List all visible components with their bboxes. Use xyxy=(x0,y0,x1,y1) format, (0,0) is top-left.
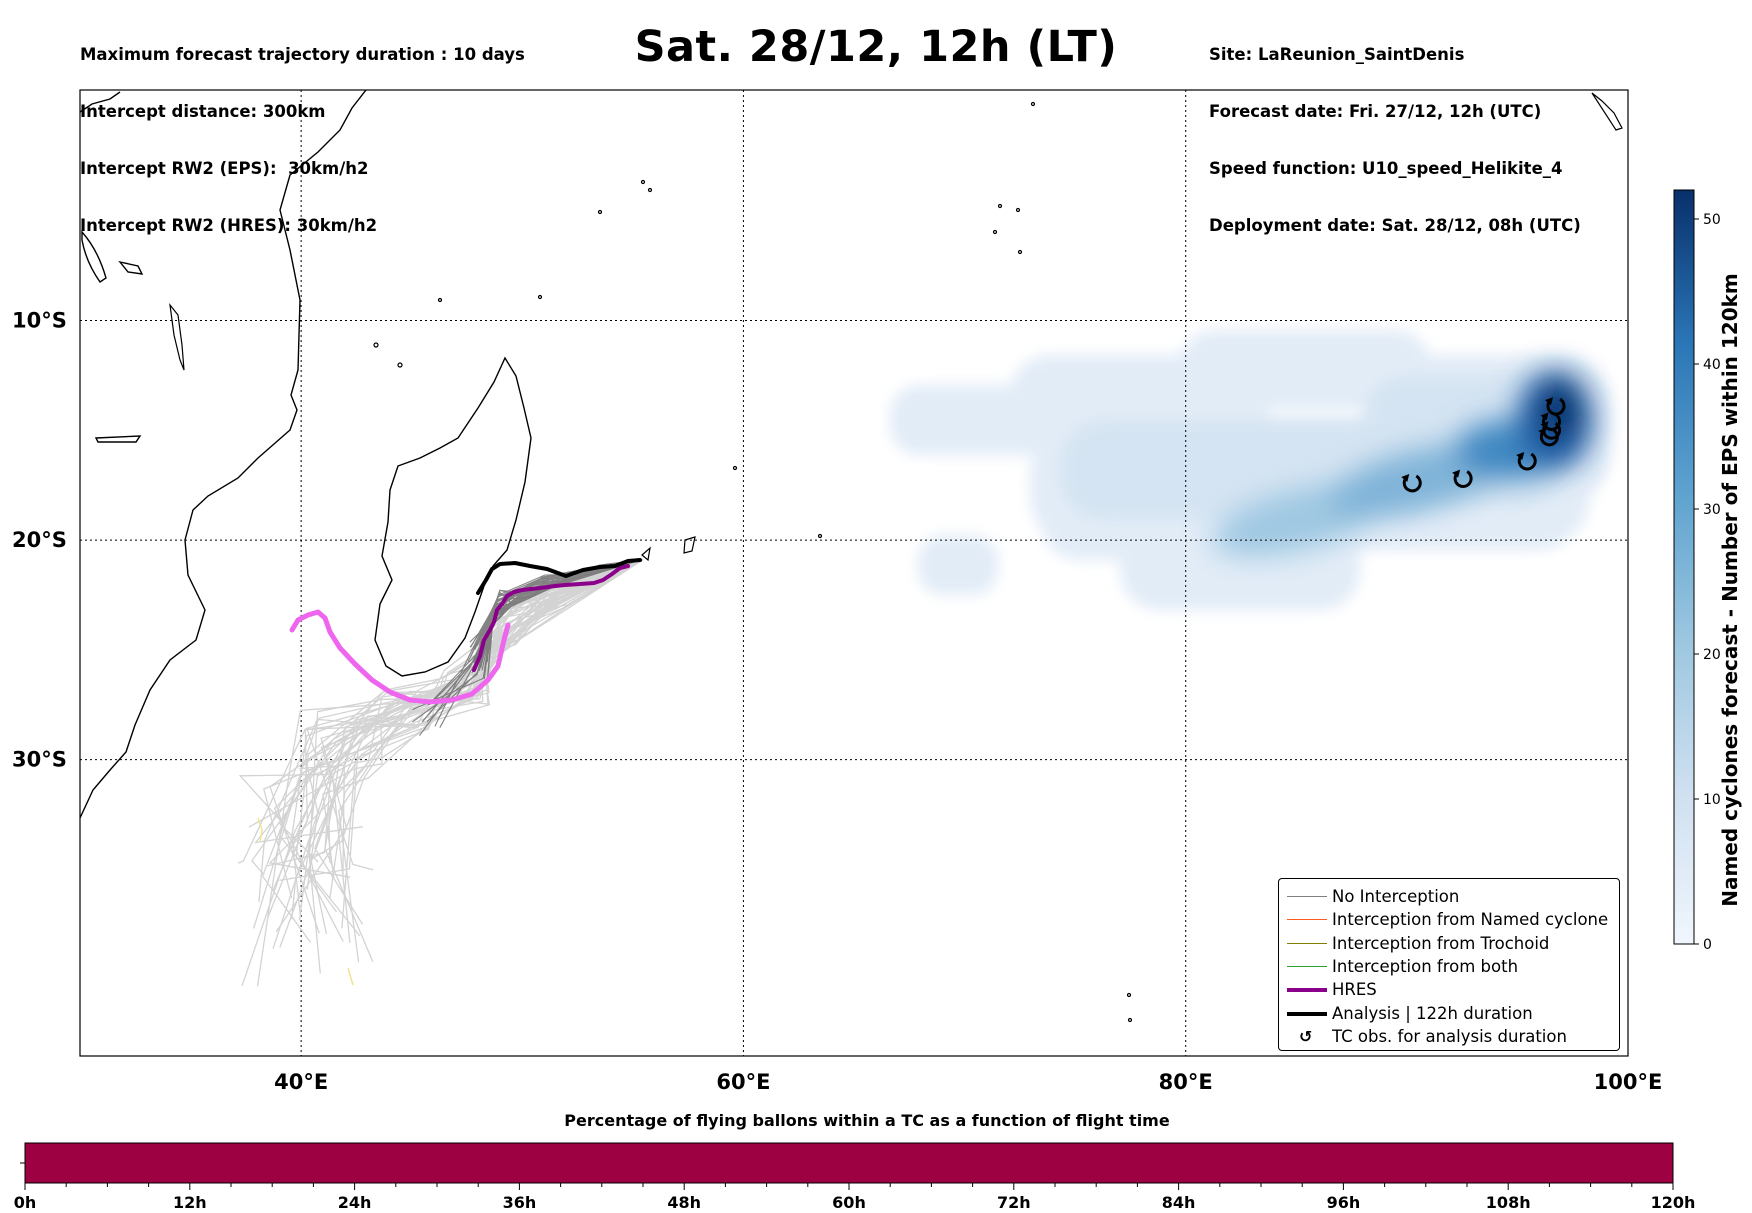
legend-line-swatch xyxy=(1287,988,1327,993)
legend-item-4: HRES xyxy=(1279,980,1619,1000)
eps-trajectory-near xyxy=(476,559,641,647)
eps-trajectory-far xyxy=(237,559,644,864)
hres-trajectory xyxy=(472,564,630,672)
page-title: Sat. 28/12, 12h (LT) xyxy=(634,22,1118,72)
header-info-right: Site: LaReunion_SaintDenis Forecast date… xyxy=(1209,7,1581,254)
legend-item-0: No Interception xyxy=(1279,887,1619,907)
colorbar-tick-label-1: 10 xyxy=(1703,792,1721,808)
header-line-duration: Maximum forecast trajectory duration : 1… xyxy=(80,45,525,64)
lon-tick-label-3: 100°E xyxy=(1594,1070,1663,1094)
legend-item-5: Analysis | 122h duration xyxy=(1279,1004,1619,1024)
colorbar-tick-label-4: 40 xyxy=(1703,357,1721,373)
tc-symbol-6 xyxy=(1540,421,1562,440)
eps-trajectory-far xyxy=(338,559,644,963)
legend-line-swatch xyxy=(1287,965,1327,967)
eps-trajectory-yellow-segment xyxy=(347,967,354,986)
analysis-trajectory xyxy=(476,558,642,595)
legend-label: Analysis | 122h duration xyxy=(1332,1003,1533,1023)
legend-label: Interception from Named cyclone xyxy=(1332,910,1609,930)
lat-tick-label-2: 30°S xyxy=(12,748,67,772)
lon-tick-label-2: 80°E xyxy=(1159,1070,1213,1094)
legend-item-3: Interception from both xyxy=(1279,957,1619,977)
legend-item-2: Interception from Trochoid xyxy=(1279,934,1619,954)
header-line-intercept-distance: Intercept distance: 300km xyxy=(80,102,326,121)
eps-trajectory-far xyxy=(279,559,644,863)
latitude-labels: 10°S 20°S 30°S xyxy=(12,309,67,772)
time-tick-label-8: 96h xyxy=(1327,1193,1361,1212)
colorbar-tick-label-3: 30 xyxy=(1703,502,1721,518)
legend-line-swatch xyxy=(1287,942,1327,944)
header-line-site: Site: LaReunion_SaintDenis xyxy=(1209,45,1465,64)
density-colorbar xyxy=(1673,189,1695,945)
legend-label: HRES xyxy=(1332,980,1377,1000)
legend-label: No Interception xyxy=(1332,887,1460,906)
eps-trajectory-far xyxy=(308,559,644,974)
coastline-africa xyxy=(80,90,367,819)
time-tick-label-2: 24h xyxy=(338,1193,372,1212)
legend-label: Interception from Trochoid xyxy=(1332,933,1550,953)
eps-trajectory-far xyxy=(320,559,644,944)
time-tick-label-0: 0h xyxy=(14,1193,37,1212)
time-tick-label-1: 12h xyxy=(173,1193,207,1212)
eps-trajectory-far xyxy=(272,559,644,891)
longitude-labels: 40°E 60°E 80°E 100°E xyxy=(274,1070,1662,1094)
cyclone-density-field xyxy=(890,330,1610,610)
time-tick-label-6: 72h xyxy=(997,1193,1031,1212)
tc-symbol-2 xyxy=(1516,452,1537,471)
legend-label: Interception from both xyxy=(1332,956,1519,976)
islands xyxy=(169,92,1623,1023)
eps-trajectory-far xyxy=(310,559,644,860)
tc-symbol-4 xyxy=(1540,412,1562,431)
tc-symbol-1 xyxy=(1452,469,1473,488)
legend-label: TC obs. for analysis duration xyxy=(1332,1026,1567,1046)
time-tick-label-4: 48h xyxy=(667,1193,701,1212)
legend-item-1: Interception from Named cyclone xyxy=(1279,910,1619,930)
time-tick-label-3: 36h xyxy=(503,1193,537,1212)
header-line-deployment-date: Deployment date: Sat. 28/12, 08h (UTC) xyxy=(1209,216,1581,235)
lat-tick-label-0: 10°S xyxy=(12,309,67,333)
header-line-intercept-eps: Intercept RW2 (EPS): 30km/h2 xyxy=(80,159,369,178)
eps-trajectory-far xyxy=(275,559,644,933)
legend-item-6: ↺ TC obs. for analysis duration xyxy=(1279,1027,1619,1047)
header-line-forecast-date: Forecast date: Fri. 27/12, 12h (UTC) xyxy=(1209,102,1542,121)
time-tick-label-10: 120h xyxy=(1651,1193,1696,1212)
time-bar xyxy=(24,1142,1674,1184)
tc-symbol-5 xyxy=(1545,397,1566,416)
eps-trajectory-far xyxy=(328,559,644,863)
eps-trajectory-yellow-segment xyxy=(257,817,263,843)
lon-tick-label-0: 40°E xyxy=(274,1070,328,1094)
legend-line-swatch xyxy=(1287,919,1327,921)
map-frame xyxy=(79,89,1629,1057)
time-bar-title: Percentage of flying ballons within a TC… xyxy=(564,1111,1170,1130)
header-line-intercept-hres: Intercept RW2 (HRES): 30km/h2 xyxy=(80,216,378,235)
map-legend: No Interception Interception from Named c… xyxy=(1278,878,1620,1051)
colorbar-tick-label-2: 20 xyxy=(1703,647,1721,663)
eps-trajectory-far xyxy=(314,559,644,925)
hres-member-trajectory xyxy=(289,609,511,705)
legend-line-swatch xyxy=(1287,896,1327,897)
header-line-speed-function: Speed function: U10_speed_Helikite_4 xyxy=(1209,159,1563,178)
lat-tick-label-1: 20°S xyxy=(12,528,67,552)
tc-symbol-0 xyxy=(1401,473,1422,493)
eps-trajectory-far xyxy=(279,559,644,882)
cyclone-symbol-icon: ↺ xyxy=(1299,1026,1313,1046)
time-tick-label-9: 108h xyxy=(1486,1193,1531,1212)
eps-trajectory-far xyxy=(306,559,644,871)
legend-line-swatch xyxy=(1287,1011,1327,1016)
header-info-left: Maximum forecast trajectory duration : 1… xyxy=(80,7,525,254)
colorbar-title: Named cyclones forecast - Number of EPS … xyxy=(1718,273,1742,907)
colorbar-tick-label-5: 50 xyxy=(1703,212,1721,228)
lon-tick-label-1: 60°E xyxy=(716,1070,770,1094)
time-bar-ticks: 0h 12h 24h 36h 48h 60h 72h 84h 96h 108h 120h xyxy=(14,1162,1696,1212)
eps-trajectory-near xyxy=(469,559,641,643)
coastline-madagascar xyxy=(374,356,532,677)
colorbar-tick-label-0: 0 xyxy=(1703,937,1712,953)
density-colorbar-ticks: 0 10 20 30 40 50 xyxy=(1694,212,1721,953)
tc-observation-symbols xyxy=(1401,397,1566,493)
eps-trajectory-far xyxy=(307,559,644,935)
time-tick-label-5: 60h xyxy=(832,1193,866,1212)
time-tick-label-7: 84h xyxy=(1162,1193,1196,1212)
